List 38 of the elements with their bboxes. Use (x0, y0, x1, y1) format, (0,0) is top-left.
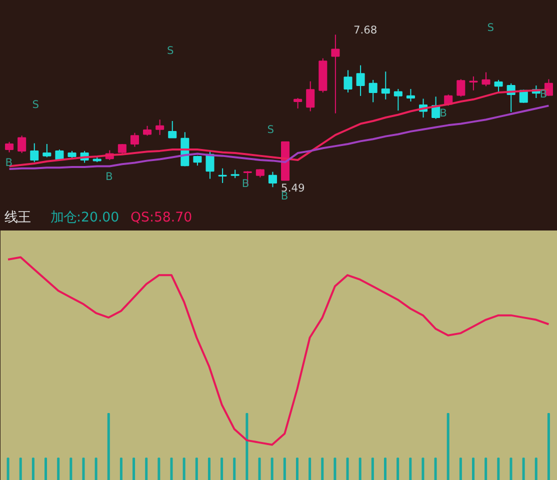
text: 加仓:20.00 (50, 210, 120, 226)
annotation: S (32, 98, 40, 111)
annotation: 7.68 (353, 24, 378, 37)
candlestick (306, 80, 315, 112)
candlestick (331, 34, 340, 114)
text: S (487, 21, 494, 34)
annotation: S (267, 122, 274, 136)
candlestick (482, 72, 490, 87)
annotation: B (105, 170, 113, 183)
candlestick (406, 88, 415, 102)
candlestick (456, 78, 466, 98)
candlestick (5, 141, 14, 153)
candlestick (469, 76, 478, 91)
candlestick (356, 64, 365, 96)
candlestick (143, 125, 152, 136)
candlestick (18, 135, 26, 154)
annotation: B (5, 156, 13, 170)
candlestick (294, 98, 302, 109)
candlestick (30, 142, 39, 163)
chart-title: 线王 (4, 210, 30, 226)
annotation: B (242, 177, 250, 190)
candlestick (168, 120, 177, 138)
candlestick (268, 171, 277, 188)
candlestick (42, 143, 52, 158)
candlestick (206, 150, 214, 180)
candlestick (494, 79, 503, 93)
candlestick (344, 70, 352, 93)
text: QS:58.70 (130, 210, 192, 226)
candlestick (130, 132, 139, 148)
candlestick (394, 88, 402, 112)
candlestick (381, 71, 390, 100)
annotation: B (440, 106, 447, 120)
candlestick (368, 79, 378, 103)
candlestick (243, 170, 252, 186)
annotation: B (540, 88, 548, 101)
candlestick (156, 119, 164, 136)
candlestick (218, 168, 227, 184)
annotation: S (167, 44, 174, 57)
